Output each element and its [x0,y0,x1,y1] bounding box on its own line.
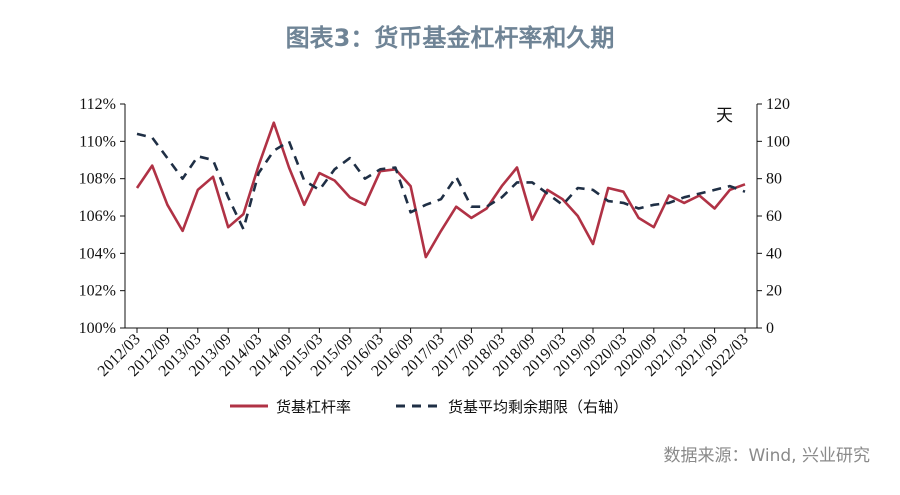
left-axis-tick-label: 102% [79,283,116,300]
right-axis-tick-label: 120 [766,96,790,113]
legend-label-leverage: 货基杠杆率 [276,398,351,416]
right-axis-tick-label: 40 [766,245,782,262]
left-axis-tick-label: 110% [79,133,116,150]
chart-title: 图表3：货币基金杠杆率和久期 [285,24,615,52]
right-axis-tick-label: 60 [766,208,782,225]
left-axis-tick-label: 112% [79,96,116,113]
left-axis-tick-label: 106% [79,208,116,225]
right-axis-tick-label: 20 [766,283,782,300]
legend-label-duration: 货基平均剩余期限（右轴） [448,398,628,416]
axes: 100% 102% 104% 106% 108% 110% 112% 0 20 40 60 80 100… [79,96,790,380]
source-note: 数据来源：Wind, 兴业研究 [663,446,870,466]
right-axis-unit: 天 [716,106,733,126]
left-axis-tick-label: 100% [79,320,116,337]
legend: 货基杠杆率 货基平均剩余期限（右轴） [230,398,628,416]
series-line-duration [136,132,746,231]
right-axis-tick-label: 80 [766,171,782,188]
left-axis-tick-label: 108% [79,171,116,188]
right-axis-tick-label: 0 [766,320,774,337]
right-axis-tick-label: 100 [766,133,790,150]
series-line-leverage [135,121,746,259]
left-axis-tick-label: 104% [79,245,116,262]
series-layer [135,121,746,259]
